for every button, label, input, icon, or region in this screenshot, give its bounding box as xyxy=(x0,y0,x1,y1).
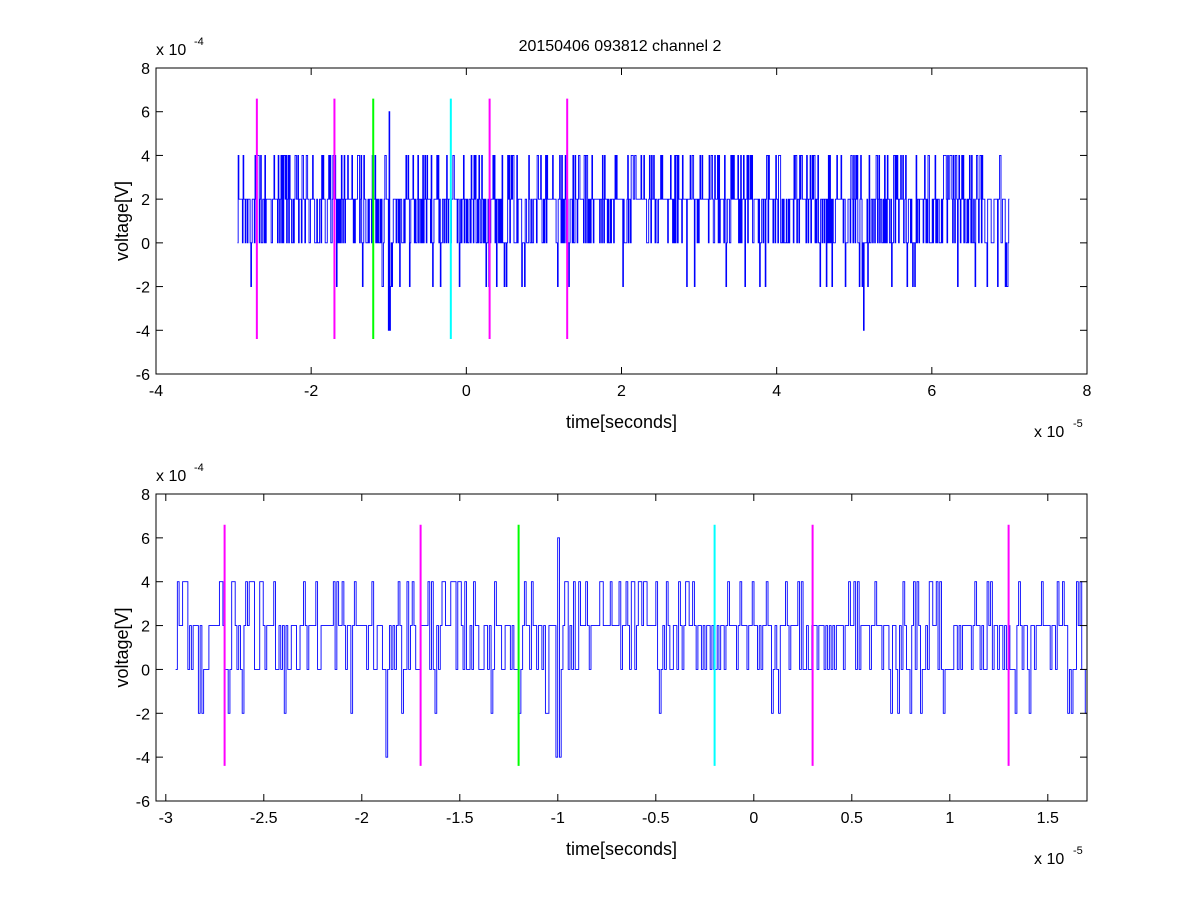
x-exponent-power: -5 xyxy=(1073,418,1083,430)
y-exponent-power: -4 xyxy=(194,36,204,48)
y-tick-label: 2 xyxy=(141,192,150,209)
y-tick-label: -4 xyxy=(136,750,150,767)
y-tick-label: 2 xyxy=(141,619,150,636)
y-axis-label: voltage[V] xyxy=(112,607,132,687)
x-tick-label: -2.5 xyxy=(250,810,278,827)
x-tick-label: 2 xyxy=(617,383,626,400)
x-tick-label: -2 xyxy=(355,810,369,827)
y-tick-label: -6 xyxy=(136,367,150,384)
x-tick-label: 1.5 xyxy=(1037,810,1059,827)
signal-line xyxy=(237,111,1010,331)
x-tick-label: -0.5 xyxy=(642,810,670,827)
x-exponent-label: x 10 xyxy=(1034,424,1064,441)
x-tick-label: -1 xyxy=(551,810,565,827)
y-exponent-label: x 10 xyxy=(156,468,186,485)
x-tick-label: 0 xyxy=(749,810,758,827)
y-tick-label: 4 xyxy=(141,575,150,592)
x-exponent-label: x 10 xyxy=(1034,851,1064,868)
x-tick-label: 6 xyxy=(927,383,936,400)
x-axis-label: time[seconds] xyxy=(566,839,677,859)
plot-2: -3 -2.5 -2 -1.5 -1 -0.5 0 0.5 1 1.5 -6 -4 -2 0 2 4 6 8 tim… xyxy=(112,462,1088,868)
y-tick-label: 6 xyxy=(141,531,150,548)
plot-1: -4 -2 0 2 4 6 8-6-4-202468time[seconds]voltage… xyxy=(112,36,1092,441)
x-tick-label: -4 xyxy=(149,383,163,400)
axes-box xyxy=(155,493,1088,802)
y-tick-label: -4 xyxy=(136,323,150,340)
x-tick-label: 8 xyxy=(1083,383,1092,400)
y-tick-label: 8 xyxy=(141,61,150,78)
y-tick-label: 0 xyxy=(141,236,150,253)
y-tick-label: -2 xyxy=(136,280,150,297)
x-tick-label: 0 xyxy=(462,383,471,400)
x-tick-label: 1 xyxy=(945,810,954,827)
y-tick-label: 6 xyxy=(141,105,150,122)
y-tick-label: -2 xyxy=(136,706,150,723)
y-tick-label: 8 xyxy=(141,487,150,504)
x-tick-label: -2 xyxy=(304,383,318,400)
x-tick-label: 4 xyxy=(772,383,781,400)
y-tick-label: 0 xyxy=(141,662,150,679)
x-tick-label: -1.5 xyxy=(446,810,474,827)
y-exponent-power: -4 xyxy=(194,462,204,474)
figure-title: 20150406 093812 channel 2 xyxy=(519,38,722,55)
x-tick-label: 0.5 xyxy=(841,810,863,827)
x-axis-label: time[seconds] xyxy=(566,412,677,432)
y-exponent-label: x 10 xyxy=(156,42,186,59)
x-tick-label: -3 xyxy=(159,810,173,827)
y-tick-label: 4 xyxy=(141,148,150,165)
y-tick-label: -6 xyxy=(136,794,150,811)
signal-line xyxy=(175,537,1088,758)
x-exponent-power: -5 xyxy=(1073,845,1083,857)
y-axis-label: voltage[V] xyxy=(112,181,132,261)
